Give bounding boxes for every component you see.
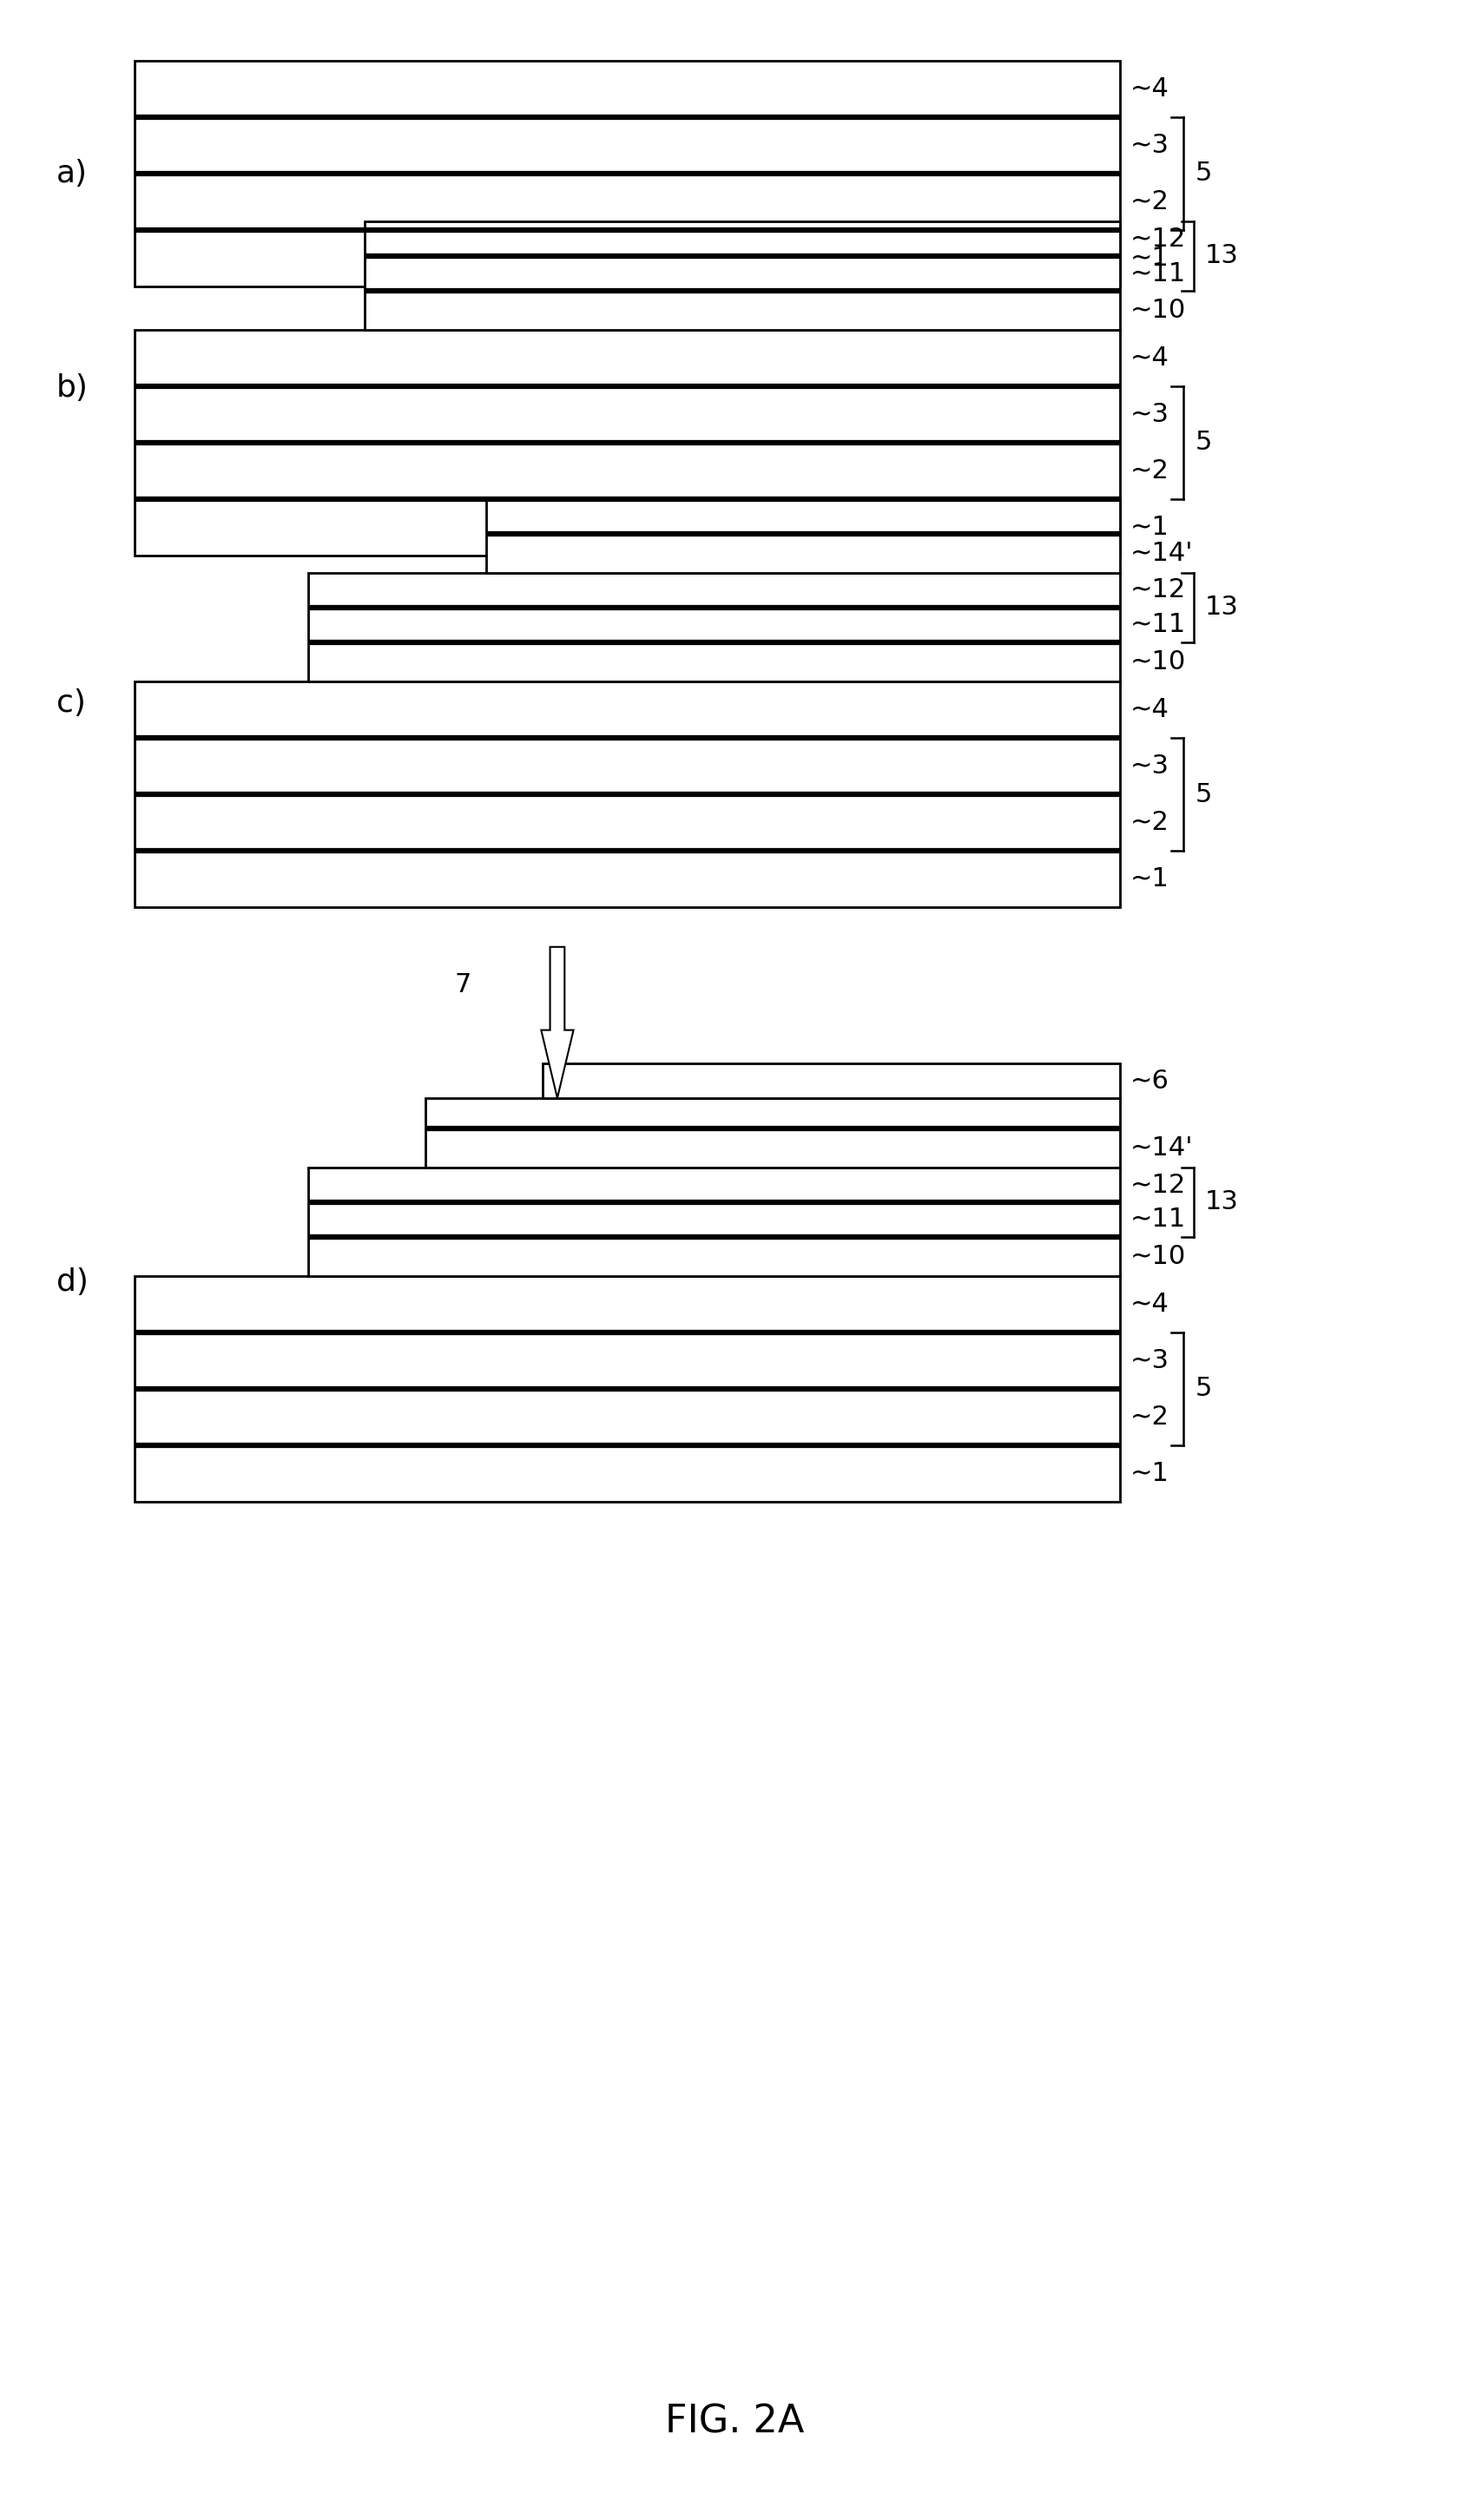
Bar: [135, 1275, 1119, 1502]
Text: ∼10: ∼10: [1130, 650, 1185, 675]
Text: 5: 5: [1194, 431, 1212, 456]
Bar: [135, 60, 1119, 287]
Text: 5: 5: [1194, 781, 1212, 806]
Text: ∼3: ∼3: [1130, 753, 1169, 779]
Text: ∼4: ∼4: [1130, 698, 1169, 723]
Text: ∼3: ∼3: [1130, 134, 1169, 159]
Bar: [135, 330, 1119, 554]
Bar: [308, 1167, 1119, 1275]
Text: ∼12: ∼12: [1130, 1172, 1185, 1197]
Text: ∼3: ∼3: [1130, 401, 1169, 426]
Text: ∼1: ∼1: [1130, 244, 1169, 270]
Text: d): d): [56, 1268, 88, 1298]
Text: ∼11: ∼11: [1130, 1207, 1185, 1232]
Text: ∼2: ∼2: [1130, 189, 1169, 214]
Text: ∼10: ∼10: [1130, 1245, 1185, 1270]
Text: ∼4: ∼4: [1130, 1293, 1169, 1318]
Text: 5: 5: [1194, 161, 1212, 186]
Text: ∼4: ∼4: [1130, 76, 1169, 101]
Text: b): b): [56, 373, 88, 403]
Text: ∼14': ∼14': [1130, 1137, 1193, 1162]
Text: ∼2: ∼2: [1130, 1404, 1169, 1429]
Text: ∼12: ∼12: [1130, 227, 1185, 252]
Text: FIG. 2A: FIG. 2A: [665, 2404, 804, 2439]
Bar: [542, 1063, 1119, 1099]
Bar: [364, 222, 1119, 330]
Text: ∼1: ∼1: [1130, 867, 1169, 892]
Text: ∼3: ∼3: [1130, 1348, 1169, 1373]
Bar: [135, 680, 1119, 907]
Text: ∼14': ∼14': [1130, 542, 1193, 567]
Text: ∼2: ∼2: [1130, 809, 1169, 834]
Text: ∼12: ∼12: [1130, 577, 1185, 602]
Bar: [308, 572, 1119, 680]
Text: ∼10: ∼10: [1130, 297, 1185, 323]
Text: ∼11: ∼11: [1130, 262, 1185, 287]
Text: 7: 7: [454, 973, 472, 998]
Polygon shape: [541, 948, 573, 1099]
Text: ∼11: ∼11: [1130, 612, 1185, 638]
Text: a): a): [56, 159, 88, 189]
Text: c): c): [56, 688, 85, 718]
Text: ∼2: ∼2: [1130, 459, 1169, 484]
Text: ∼6: ∼6: [1130, 1068, 1169, 1094]
Text: 13: 13: [1205, 244, 1238, 270]
Text: 13: 13: [1205, 1189, 1238, 1215]
Bar: [426, 1099, 1119, 1167]
Text: ∼4: ∼4: [1130, 345, 1169, 370]
Text: 5: 5: [1194, 1376, 1212, 1401]
Text: ∼1: ∼1: [1130, 514, 1169, 539]
Bar: [486, 499, 1119, 572]
Text: 13: 13: [1205, 595, 1238, 620]
Text: ∼1: ∼1: [1130, 1462, 1169, 1487]
